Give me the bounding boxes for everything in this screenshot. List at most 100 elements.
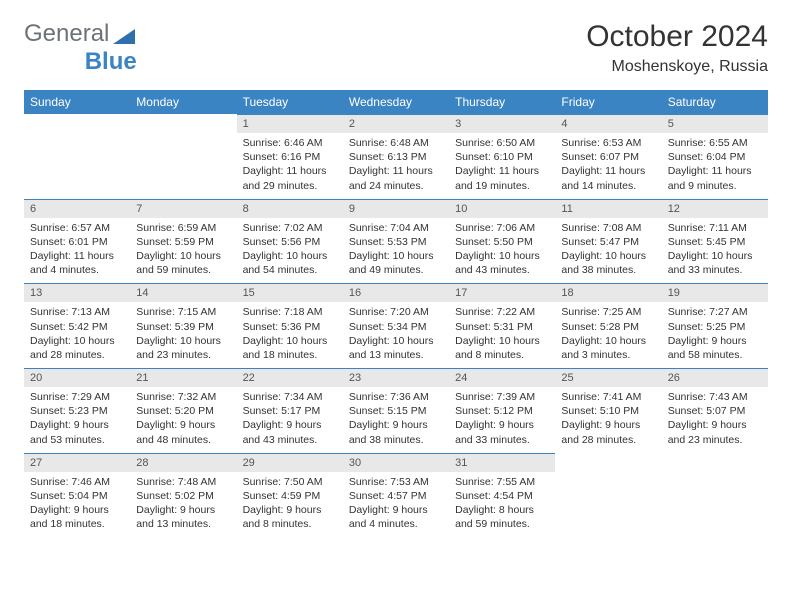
day-number: 31 (449, 453, 555, 472)
day-header: Saturday (662, 90, 768, 114)
day-details: Sunrise: 7:36 AMSunset: 5:15 PMDaylight:… (343, 387, 449, 453)
day-number: 14 (130, 283, 236, 302)
day-number: 1 (237, 114, 343, 133)
calendar-cell: 17Sunrise: 7:22 AMSunset: 5:31 PMDayligh… (449, 283, 555, 368)
day-number: 13 (24, 283, 130, 302)
day-number: 20 (24, 368, 130, 387)
day-details: Sunrise: 7:29 AMSunset: 5:23 PMDaylight:… (24, 387, 130, 453)
day-number: 10 (449, 199, 555, 218)
day-number: 17 (449, 283, 555, 302)
logo-text-2: Blue (85, 48, 137, 76)
day-number: 11 (555, 199, 661, 218)
calendar-cell: 7Sunrise: 6:59 AMSunset: 5:59 PMDaylight… (130, 199, 236, 284)
day-details: Sunrise: 7:43 AMSunset: 5:07 PMDaylight:… (662, 387, 768, 453)
day-number: 26 (662, 368, 768, 387)
day-details: Sunrise: 6:48 AMSunset: 6:13 PMDaylight:… (343, 133, 449, 199)
day-details: Sunrise: 6:55 AMSunset: 6:04 PMDaylight:… (662, 133, 768, 199)
day-details: Sunrise: 7:39 AMSunset: 5:12 PMDaylight:… (449, 387, 555, 453)
calendar-row: 20Sunrise: 7:29 AMSunset: 5:23 PMDayligh… (24, 368, 768, 453)
day-details: Sunrise: 7:13 AMSunset: 5:42 PMDaylight:… (24, 302, 130, 368)
calendar-cell: 14Sunrise: 7:15 AMSunset: 5:39 PMDayligh… (130, 283, 236, 368)
day-number: 18 (555, 283, 661, 302)
calendar-cell: 27Sunrise: 7:46 AMSunset: 5:04 PMDayligh… (24, 453, 130, 538)
calendar-cell: 13Sunrise: 7:13 AMSunset: 5:42 PMDayligh… (24, 283, 130, 368)
calendar-cell (24, 114, 130, 199)
calendar-cell (130, 114, 236, 199)
calendar-cell: 25Sunrise: 7:41 AMSunset: 5:10 PMDayligh… (555, 368, 661, 453)
day-header: Friday (555, 90, 661, 114)
day-details: Sunrise: 6:59 AMSunset: 5:59 PMDaylight:… (130, 218, 236, 284)
day-details: Sunrise: 7:02 AMSunset: 5:56 PMDaylight:… (237, 218, 343, 284)
calendar-cell: 20Sunrise: 7:29 AMSunset: 5:23 PMDayligh… (24, 368, 130, 453)
calendar-cell: 31Sunrise: 7:55 AMSunset: 4:54 PMDayligh… (449, 453, 555, 538)
calendar-cell: 8Sunrise: 7:02 AMSunset: 5:56 PMDaylight… (237, 199, 343, 284)
calendar-row: 13Sunrise: 7:13 AMSunset: 5:42 PMDayligh… (24, 283, 768, 368)
day-number: 4 (555, 114, 661, 133)
day-details: Sunrise: 6:53 AMSunset: 6:07 PMDaylight:… (555, 133, 661, 199)
day-number: 28 (130, 453, 236, 472)
day-number: 8 (237, 199, 343, 218)
logo-line2: GeneBlue (24, 48, 137, 76)
day-number: 5 (662, 114, 768, 133)
day-details: Sunrise: 6:57 AMSunset: 6:01 PMDaylight:… (24, 218, 130, 284)
day-details: Sunrise: 7:04 AMSunset: 5:53 PMDaylight:… (343, 218, 449, 284)
day-number: 19 (662, 283, 768, 302)
calendar-cell: 21Sunrise: 7:32 AMSunset: 5:20 PMDayligh… (130, 368, 236, 453)
calendar-cell: 4Sunrise: 6:53 AMSunset: 6:07 PMDaylight… (555, 114, 661, 199)
month-title: October 2024 (586, 20, 768, 54)
day-header: Monday (130, 90, 236, 114)
calendar-cell: 23Sunrise: 7:36 AMSunset: 5:15 PMDayligh… (343, 368, 449, 453)
title-block: October 2024 Moshenskoye, Russia (586, 20, 768, 76)
calendar-cell: 6Sunrise: 6:57 AMSunset: 6:01 PMDaylight… (24, 199, 130, 284)
day-number: 15 (237, 283, 343, 302)
day-details: Sunrise: 7:20 AMSunset: 5:34 PMDaylight:… (343, 302, 449, 368)
day-number: 24 (449, 368, 555, 387)
day-number: 21 (130, 368, 236, 387)
calendar-cell: 22Sunrise: 7:34 AMSunset: 5:17 PMDayligh… (237, 368, 343, 453)
calendar-cell: 24Sunrise: 7:39 AMSunset: 5:12 PMDayligh… (449, 368, 555, 453)
day-header: Wednesday (343, 90, 449, 114)
day-details: Sunrise: 7:50 AMSunset: 4:59 PMDaylight:… (237, 472, 343, 538)
day-number: 25 (555, 368, 661, 387)
calendar-cell: 30Sunrise: 7:53 AMSunset: 4:57 PMDayligh… (343, 453, 449, 538)
calendar-cell: 28Sunrise: 7:48 AMSunset: 5:02 PMDayligh… (130, 453, 236, 538)
calendar-table: SundayMondayTuesdayWednesdayThursdayFrid… (24, 90, 768, 537)
day-details: Sunrise: 7:25 AMSunset: 5:28 PMDaylight:… (555, 302, 661, 368)
day-number: 2 (343, 114, 449, 133)
logo: General (24, 20, 137, 48)
day-number: 12 (662, 199, 768, 218)
calendar-cell: 2Sunrise: 6:48 AMSunset: 6:13 PMDaylight… (343, 114, 449, 199)
day-number: 16 (343, 283, 449, 302)
day-number: 27 (24, 453, 130, 472)
calendar-cell: 19Sunrise: 7:27 AMSunset: 5:25 PMDayligh… (662, 283, 768, 368)
calendar-cell: 26Sunrise: 7:43 AMSunset: 5:07 PMDayligh… (662, 368, 768, 453)
day-details: Sunrise: 7:46 AMSunset: 5:04 PMDaylight:… (24, 472, 130, 538)
day-details: Sunrise: 7:18 AMSunset: 5:36 PMDaylight:… (237, 302, 343, 368)
day-number: 7 (130, 199, 236, 218)
logo-triangle-icon (113, 27, 135, 45)
day-number: 22 (237, 368, 343, 387)
calendar-cell (662, 453, 768, 538)
day-header: Sunday (24, 90, 130, 114)
calendar-cell: 10Sunrise: 7:06 AMSunset: 5:50 PMDayligh… (449, 199, 555, 284)
day-details: Sunrise: 7:41 AMSunset: 5:10 PMDaylight:… (555, 387, 661, 453)
day-details: Sunrise: 7:53 AMSunset: 4:57 PMDaylight:… (343, 472, 449, 538)
day-details: Sunrise: 7:34 AMSunset: 5:17 PMDaylight:… (237, 387, 343, 453)
calendar-cell: 11Sunrise: 7:08 AMSunset: 5:47 PMDayligh… (555, 199, 661, 284)
location: Moshenskoye, Russia (586, 58, 768, 76)
day-details: Sunrise: 7:08 AMSunset: 5:47 PMDaylight:… (555, 218, 661, 284)
calendar-body: 1Sunrise: 6:46 AMSunset: 6:16 PMDaylight… (24, 114, 768, 537)
calendar-cell: 12Sunrise: 7:11 AMSunset: 5:45 PMDayligh… (662, 199, 768, 284)
calendar-cell: 16Sunrise: 7:20 AMSunset: 5:34 PMDayligh… (343, 283, 449, 368)
day-details: Sunrise: 7:22 AMSunset: 5:31 PMDaylight:… (449, 302, 555, 368)
day-header: Thursday (449, 90, 555, 114)
calendar-row: 1Sunrise: 6:46 AMSunset: 6:16 PMDaylight… (24, 114, 768, 199)
calendar-cell: 1Sunrise: 6:46 AMSunset: 6:16 PMDaylight… (237, 114, 343, 199)
day-number: 29 (237, 453, 343, 472)
day-number: 23 (343, 368, 449, 387)
day-number: 9 (343, 199, 449, 218)
day-details: Sunrise: 7:27 AMSunset: 5:25 PMDaylight:… (662, 302, 768, 368)
calendar-cell: 3Sunrise: 6:50 AMSunset: 6:10 PMDaylight… (449, 114, 555, 199)
day-number: 6 (24, 199, 130, 218)
calendar-cell: 5Sunrise: 6:55 AMSunset: 6:04 PMDaylight… (662, 114, 768, 199)
